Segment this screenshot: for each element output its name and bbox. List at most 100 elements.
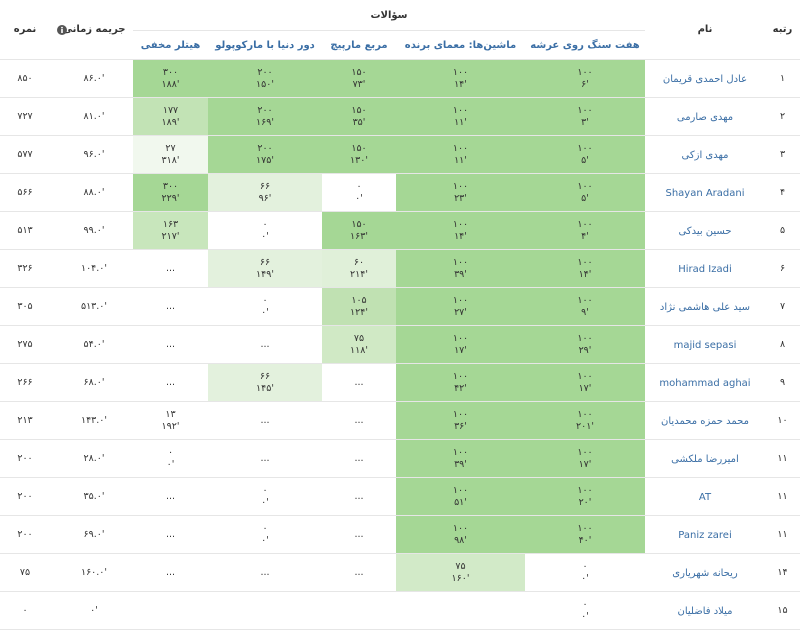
- question-cell: ...: [208, 326, 322, 364]
- total-score: ۵۱۳: [17, 225, 33, 236]
- question-cell: ۱۰۰ ۱۱': [396, 98, 525, 136]
- cell-time: ۱۸۹': [161, 117, 180, 128]
- cell-score: ۱۰۰: [452, 371, 469, 382]
- cell-time: ۱۷': [578, 383, 592, 394]
- cell-score: ۱۵۰: [351, 105, 367, 116]
- total-score: ۷۵: [19, 567, 31, 578]
- row-divider: [0, 553, 800, 554]
- question-cell: ...: [208, 402, 322, 440]
- cell-placeholder: ...: [354, 415, 364, 426]
- row-divider: [0, 97, 800, 98]
- penalty: ۶۸.۰': [83, 377, 105, 388]
- cell-time: ۳۱۸': [161, 155, 180, 166]
- cell-score: ۰: [262, 485, 268, 496]
- question-cell: ...: [133, 364, 208, 402]
- cell-score: ۱۰۰: [452, 447, 469, 458]
- cell-score: ۱۶۳: [162, 219, 179, 230]
- question-cell: ۱۵۰ ۷۳': [322, 60, 396, 98]
- cell-placeholder: ...: [354, 377, 364, 388]
- cell-score: ۱۰۰: [577, 219, 593, 230]
- cell-time: ۰': [261, 497, 269, 508]
- rank: ۱۱: [777, 529, 788, 540]
- question-cell: ۱۰۰ ۵۱': [396, 478, 525, 516]
- question-cell: ...: [133, 478, 208, 516]
- total-score: ۲۷۵: [17, 339, 33, 350]
- question-cell: ۱۰۰ ۶': [525, 60, 645, 98]
- cell-score: ۶۶: [259, 371, 271, 382]
- cell-score: ۱۰۰: [577, 143, 593, 154]
- cell-time: ۱۴۵': [256, 383, 274, 394]
- question-header: دور دنیا با مارکوپولو: [215, 40, 315, 51]
- rank: ۷: [779, 301, 786, 312]
- cell-time: ۴': [581, 231, 589, 242]
- question-cell: ...: [133, 326, 208, 364]
- cell-score: ۱۵۰: [351, 219, 367, 230]
- question-cell: ۱۰۰ ۹۸': [396, 516, 525, 554]
- cell-time: ۰': [166, 459, 175, 470]
- cell-time: ۱۸۸': [161, 79, 180, 90]
- cell-score: ۱۰۵: [351, 295, 367, 306]
- cell-time: ۱۷۵': [256, 155, 274, 166]
- question-cell: ...: [322, 440, 396, 478]
- question-cell: ۰ ۰': [208, 212, 322, 250]
- question-cell: ...: [133, 554, 208, 592]
- cell-placeholder: ...: [165, 301, 176, 312]
- question-cell: ۱۰۰ ۵': [525, 136, 645, 174]
- cell-score: ۱۰۰: [577, 295, 593, 306]
- cell-time: ۱۴': [454, 79, 467, 90]
- question-cell: ۳۰۰ ۱۸۸': [133, 60, 208, 98]
- cell-time: ۱۶۹': [256, 117, 274, 128]
- question-cell: ۱۰۰ ۲۰': [525, 478, 645, 516]
- question-header: هفت سنگ روی عرشه: [530, 40, 640, 51]
- question-cell: ۱۰۰ ۴۰': [525, 516, 645, 554]
- cell-score: ۲۰۰: [257, 67, 273, 78]
- question-cell: ...: [208, 440, 322, 478]
- cell-time: ۰': [261, 535, 269, 546]
- cell-time: ۰': [581, 573, 589, 584]
- question-cell: ...: [322, 402, 396, 440]
- cell-score: ۱۰۰: [577, 67, 593, 78]
- cell-time: ۱۲۴': [350, 307, 368, 318]
- team-name: سید علی هاشمی نژاد: [659, 301, 751, 313]
- question-cell: ۲۰۰ ۱۵۰': [208, 60, 322, 98]
- question-cell: ۱۰۰ ۱۷': [396, 326, 525, 364]
- question-cell: ۰ ۰': [133, 440, 208, 478]
- cell-placeholder: ...: [260, 415, 270, 426]
- team-name: Shayan Aradani: [665, 187, 745, 199]
- cell-score: ۰: [262, 219, 268, 230]
- team-name: Paniz zarei: [678, 529, 732, 541]
- cell-score: ۱۰۰: [577, 371, 593, 382]
- question-cell: ۶۶ ۹۶': [208, 174, 322, 212]
- cell-score: ۱۰۰: [452, 105, 469, 116]
- cell-score: ۶۶: [259, 181, 271, 192]
- rank: ۳: [779, 149, 786, 160]
- team-name: AT: [698, 491, 712, 503]
- question-cell: ۱۵۰ ۳۵': [322, 98, 396, 136]
- cell-time: ۰': [261, 231, 269, 242]
- question-cell: ...: [322, 364, 396, 402]
- header-score: نمره: [13, 24, 37, 35]
- question-cell: ۰ ۰': [525, 554, 645, 592]
- cell-time: ۱۴': [578, 269, 592, 280]
- cell-time: ۲۹': [578, 345, 592, 356]
- total-score: ۲۰۰: [17, 491, 33, 502]
- cell-time: ۵۱': [454, 497, 467, 508]
- penalty: ۱۴۳.۰': [80, 415, 108, 426]
- team-name: Hirad Izadi: [678, 263, 732, 275]
- row-divider: [0, 591, 800, 592]
- question-cell: ۱۰۰ ۲۳': [396, 174, 525, 212]
- penalty: ۱۶۰.۰': [80, 567, 108, 578]
- question-cell: ۷۵ ۱۱۸': [322, 326, 396, 364]
- row-divider: [0, 287, 800, 288]
- cell-score: ۷۵: [455, 561, 466, 572]
- rank: ۸: [779, 339, 786, 350]
- penalty: ۸۱.۰': [83, 111, 105, 122]
- cell-placeholder: ...: [354, 529, 364, 540]
- row-divider: [0, 135, 800, 136]
- team-name: محمد حمزه محمدیان: [661, 415, 749, 427]
- cell-placeholder: ...: [165, 339, 176, 350]
- question-cell: ۱۵۰ ۱۶۳': [322, 212, 396, 250]
- cell-placeholder: ...: [165, 529, 176, 540]
- cell-placeholder: ...: [165, 377, 176, 388]
- question-cell: ۱۰۰ ۹': [525, 288, 645, 326]
